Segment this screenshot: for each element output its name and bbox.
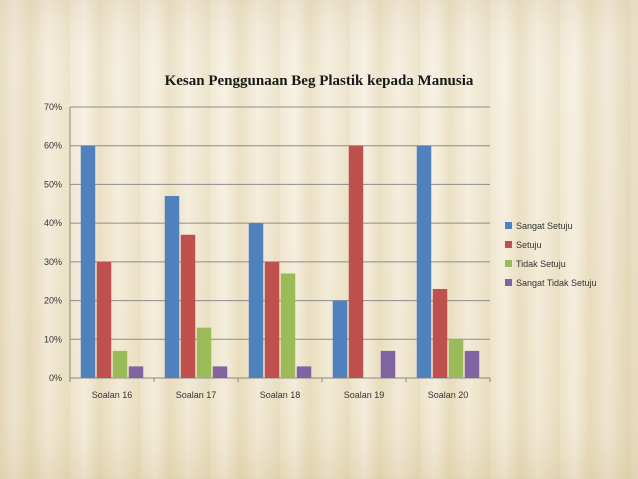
y-tick-label: 40% xyxy=(44,218,62,228)
x-tick-label: Soalan 16 xyxy=(92,390,133,400)
x-tick-label: Soalan 17 xyxy=(176,390,217,400)
bar-tidak-setuju xyxy=(448,339,464,378)
bar-sangat-tidak-setuju xyxy=(464,350,480,378)
bar-setuju xyxy=(432,288,448,378)
bar-sangat-setuju xyxy=(416,145,432,378)
bar-tidak-setuju xyxy=(280,273,296,378)
bar-tidak-setuju xyxy=(196,327,212,378)
bar-sangat-setuju xyxy=(80,145,96,378)
x-tick-label: Soalan 20 xyxy=(428,390,469,400)
y-tick-label: 0% xyxy=(49,373,62,383)
bar-setuju xyxy=(264,261,280,378)
x-tick-label: Soalan 19 xyxy=(344,390,385,400)
bar-sangat-tidak-setuju xyxy=(128,366,144,378)
bar-setuju xyxy=(180,234,196,378)
legend-swatch xyxy=(505,222,512,229)
legend-label: Sangat Tidak Setuju xyxy=(516,277,597,288)
bar-sangat-tidak-setuju xyxy=(296,366,312,378)
bar-sangat-setuju xyxy=(332,300,348,378)
legend-item: Setuju xyxy=(505,235,597,254)
legend-swatch xyxy=(505,260,512,267)
y-tick-label: 30% xyxy=(44,257,62,267)
legend-swatch xyxy=(505,279,512,286)
y-tick-label: 20% xyxy=(44,296,62,306)
bar-setuju xyxy=(96,261,112,378)
chart-title: Kesan Penggunaan Beg Plastik kepada Manu… xyxy=(164,73,474,89)
y-tick-label: 70% xyxy=(44,102,62,112)
bar-sangat-setuju xyxy=(164,196,180,378)
legend-item: Tidak Setuju xyxy=(505,254,597,273)
legend-label: Setuju xyxy=(516,239,542,250)
bar-sangat-setuju xyxy=(248,223,264,378)
chart-legend: Sangat Setuju Setuju Tidak Setuju Sangat Ti… xyxy=(505,216,597,292)
legend-item: Sangat Setuju xyxy=(505,216,597,235)
y-tick-label: 10% xyxy=(44,334,62,344)
y-tick-label: 60% xyxy=(44,141,62,151)
bar-sangat-tidak-setuju xyxy=(380,350,396,378)
x-tick-label: Soalan 18 xyxy=(260,390,301,400)
bar-tidak-setuju xyxy=(112,350,128,378)
bar-setuju xyxy=(348,145,364,378)
legend-label: Tidak Setuju xyxy=(516,258,566,269)
legend-swatch xyxy=(505,241,512,248)
legend-label: Sangat Setuju xyxy=(516,220,573,231)
y-tick-label: 50% xyxy=(44,179,62,189)
legend-item: Sangat Tidak Setuju xyxy=(505,273,597,292)
bar-sangat-tidak-setuju xyxy=(212,366,228,378)
